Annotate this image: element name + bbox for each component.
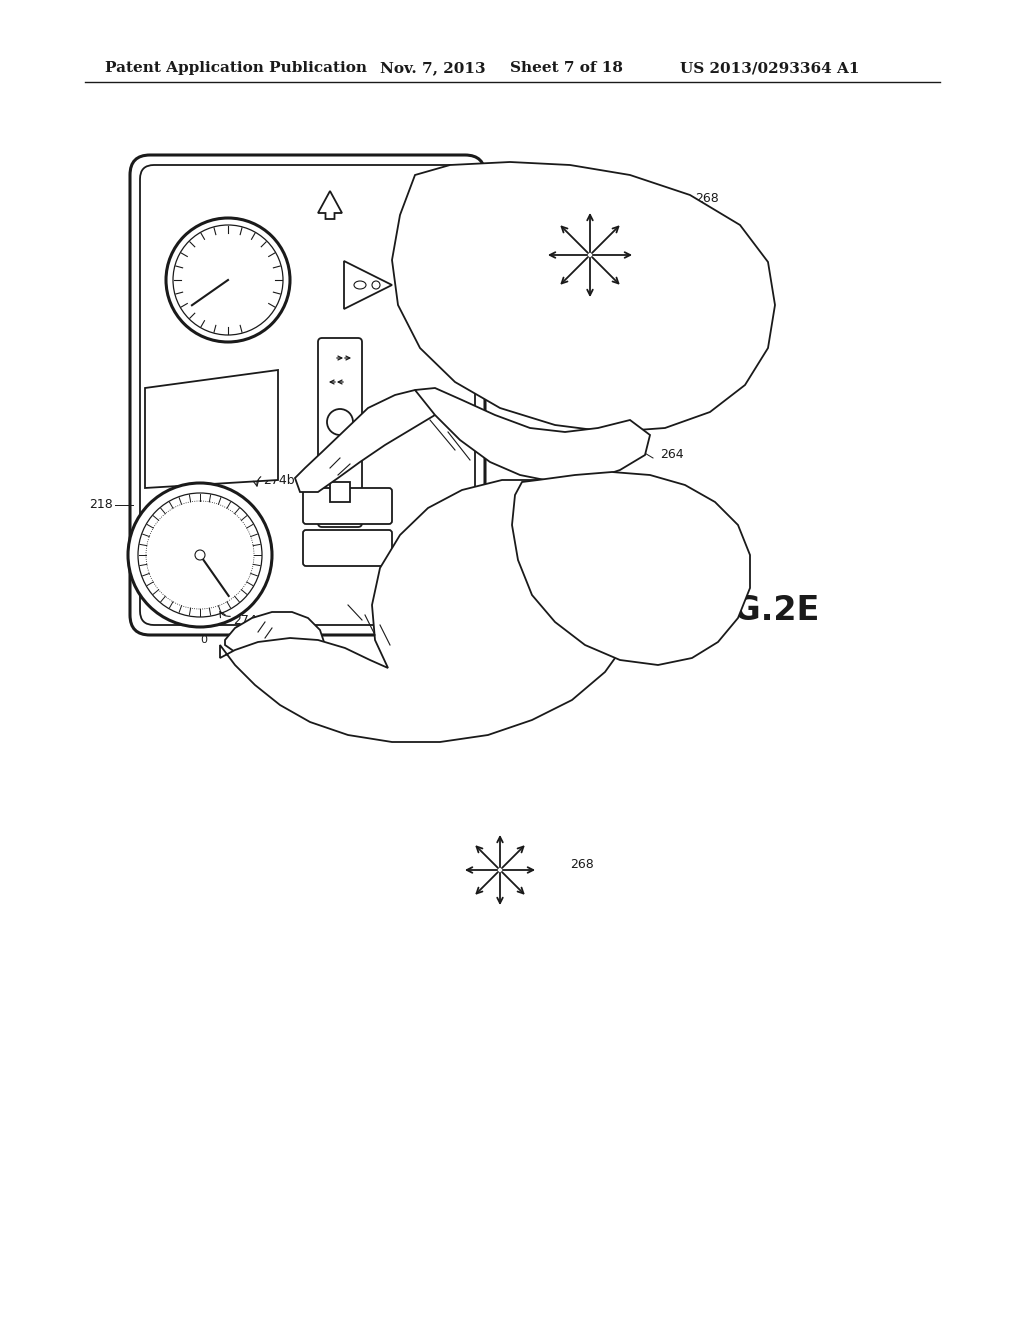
Text: Sheet 7 of 18: Sheet 7 of 18 bbox=[510, 61, 623, 75]
Polygon shape bbox=[295, 389, 435, 492]
Polygon shape bbox=[220, 480, 642, 742]
Text: 264: 264 bbox=[660, 644, 684, 656]
Polygon shape bbox=[225, 612, 325, 665]
Circle shape bbox=[138, 492, 262, 616]
Text: FIG.2E: FIG.2E bbox=[699, 594, 820, 627]
FancyBboxPatch shape bbox=[303, 531, 392, 566]
Circle shape bbox=[128, 483, 272, 627]
Text: Nov. 7, 2013: Nov. 7, 2013 bbox=[380, 61, 485, 75]
Text: US 2013/0293364 A1: US 2013/0293364 A1 bbox=[680, 61, 859, 75]
Circle shape bbox=[327, 409, 353, 436]
Text: 274b: 274b bbox=[263, 474, 295, 487]
Text: 218: 218 bbox=[89, 499, 113, 511]
Ellipse shape bbox=[354, 281, 366, 289]
Circle shape bbox=[372, 281, 380, 289]
Text: 0: 0 bbox=[201, 635, 208, 645]
Text: 274a: 274a bbox=[233, 614, 264, 627]
Circle shape bbox=[173, 224, 283, 335]
FancyBboxPatch shape bbox=[303, 488, 392, 524]
Polygon shape bbox=[344, 261, 392, 309]
Polygon shape bbox=[318, 191, 342, 219]
Text: Patent Application Publication: Patent Application Publication bbox=[105, 61, 367, 75]
Text: 268: 268 bbox=[695, 191, 719, 205]
Circle shape bbox=[166, 218, 290, 342]
Circle shape bbox=[195, 550, 205, 560]
Text: 268: 268 bbox=[570, 858, 594, 871]
Polygon shape bbox=[392, 162, 775, 432]
Text: 160: 160 bbox=[155, 519, 179, 532]
Circle shape bbox=[329, 447, 351, 469]
Bar bbox=[330, 482, 350, 502]
Polygon shape bbox=[415, 388, 650, 482]
Polygon shape bbox=[512, 473, 750, 665]
Text: 264: 264 bbox=[660, 449, 684, 462]
Polygon shape bbox=[145, 370, 278, 488]
FancyBboxPatch shape bbox=[130, 154, 485, 635]
FancyBboxPatch shape bbox=[318, 338, 362, 527]
